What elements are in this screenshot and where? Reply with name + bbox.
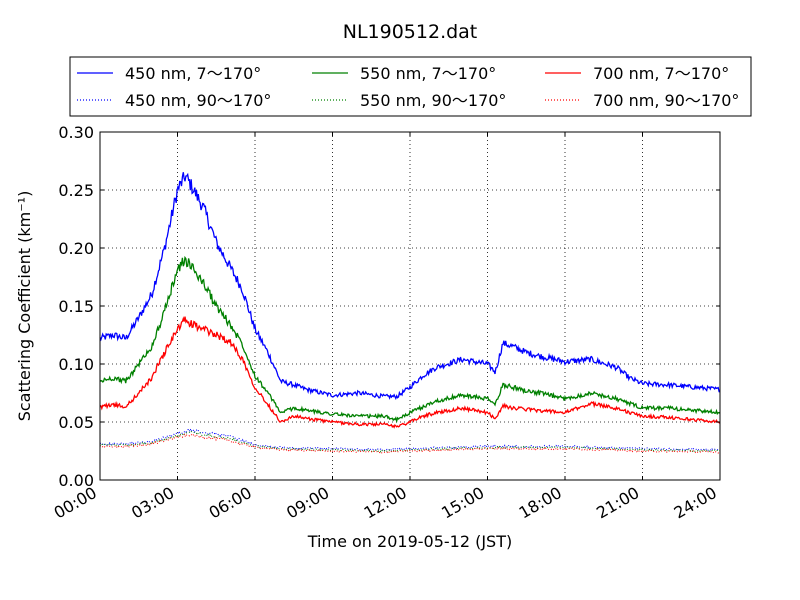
series-line bbox=[99, 316, 721, 429]
series-line bbox=[99, 427, 721, 452]
x-tick-label: 06:00 bbox=[206, 483, 255, 523]
y-axis: 0.00 0.05 0.10 0.15 0.20 0.25 0.30 bbox=[58, 123, 720, 490]
legend-label: 450 nm, 7～170° bbox=[125, 64, 261, 83]
y-tick-label: 0.15 bbox=[58, 297, 94, 316]
x-axis: 00:00 03:00 06:00 09:00 12:00 15:00 18:00 21:00… bbox=[51, 132, 721, 523]
chart-title: NL190512.dat bbox=[343, 21, 478, 43]
legend-label: 700 nm, 90～170° bbox=[593, 91, 739, 110]
legend-label: 550 nm, 7～170° bbox=[360, 64, 496, 83]
series-line bbox=[99, 172, 721, 401]
y-tick-label: 0.10 bbox=[58, 355, 94, 374]
y-tick-label: 0.30 bbox=[58, 123, 94, 142]
y-tick-label: 0.05 bbox=[58, 413, 94, 432]
legend-label: 700 nm, 7～170° bbox=[593, 64, 729, 83]
legend: 450 nm, 7～170° 550 nm, 7～170° 700 nm, 7～17… bbox=[77, 64, 739, 110]
x-tick-label: 12:00 bbox=[361, 483, 410, 523]
legend-label: 550 nm, 90～170° bbox=[360, 91, 506, 110]
series-line bbox=[99, 255, 721, 424]
y-tick-label: 0.25 bbox=[58, 181, 94, 200]
x-tick-label: 24:00 bbox=[671, 483, 720, 523]
x-tick-label: 09:00 bbox=[283, 483, 332, 523]
grid bbox=[100, 132, 720, 480]
legend-label: 450 nm, 90～170° bbox=[125, 91, 271, 110]
y-axis-label: Scattering Coefficient (km⁻¹) bbox=[15, 191, 34, 422]
x-tick-label: 03:00 bbox=[128, 483, 177, 523]
series-line bbox=[99, 431, 720, 453]
x-tick-label: 15:00 bbox=[438, 483, 487, 523]
legend-box bbox=[69, 56, 752, 117]
plot-lines bbox=[99, 172, 721, 454]
y-tick-label: 0.00 bbox=[58, 471, 94, 490]
x-tick-label: 21:00 bbox=[593, 483, 642, 523]
series-line bbox=[99, 432, 721, 454]
y-tick-label: 0.20 bbox=[58, 239, 94, 258]
x-tick-label: 18:00 bbox=[516, 483, 565, 523]
x-axis-label: Time on 2019-05-12 (JST) bbox=[307, 532, 512, 551]
